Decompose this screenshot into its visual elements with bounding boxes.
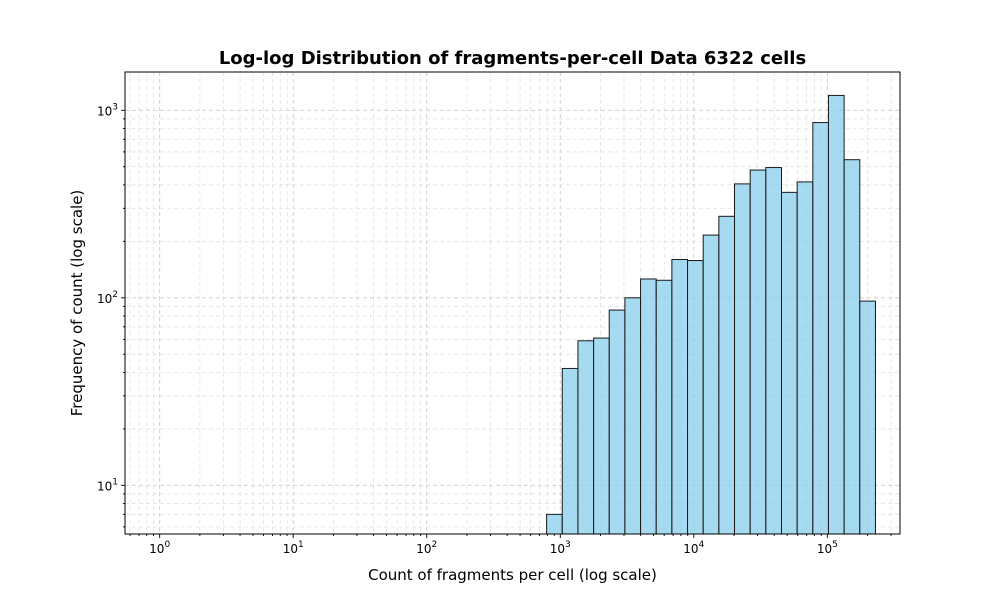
histogram-bar xyxy=(796,181,814,535)
y-tick-label: 101 xyxy=(97,477,118,493)
x-tick-label: 104 xyxy=(683,540,704,556)
histogram-bar xyxy=(749,169,767,535)
plot-frame xyxy=(124,71,901,535)
x-tick-label: 105 xyxy=(817,540,838,556)
histogram-bar xyxy=(577,340,595,535)
x-tick-label: 102 xyxy=(416,540,437,556)
histogram-bar xyxy=(843,159,861,535)
histogram-bar xyxy=(780,191,798,535)
histogram-bar xyxy=(734,183,751,535)
x-tick-label: 103 xyxy=(550,540,571,556)
histogram-bar xyxy=(702,234,720,535)
y-axis-ticks: 101 102 103 xyxy=(97,102,125,528)
y-tick-label: 103 xyxy=(97,102,118,118)
histogram-bar xyxy=(687,260,704,535)
histogram-bar xyxy=(593,337,610,535)
histogram-bar xyxy=(812,122,829,535)
x-axis-ticks: 100 101 102 103 104 105 xyxy=(129,534,892,556)
histogram-bar xyxy=(561,367,579,535)
y-axis-label: Frequency of count (log scale) xyxy=(68,190,86,417)
histogram-bar xyxy=(640,278,657,535)
histogram-bar xyxy=(546,513,563,535)
x-axis-label: Count of fragments per cell (log scale) xyxy=(368,566,657,584)
histogram-bar xyxy=(655,279,673,535)
histogram-bar xyxy=(765,167,782,535)
chart-title: Log-log Distribution of fragments-per-ce… xyxy=(219,48,806,69)
histogram-bar xyxy=(859,300,876,535)
histogram-bar xyxy=(827,94,845,535)
histogram-bar xyxy=(608,309,626,535)
x-tick-label: 100 xyxy=(149,540,170,556)
histogram-bar xyxy=(671,259,689,535)
histogram-bars xyxy=(546,94,876,535)
histogram-bar xyxy=(718,215,736,535)
histogram-bar xyxy=(624,297,642,535)
x-tick-label: 101 xyxy=(283,540,304,556)
y-tick-label: 102 xyxy=(97,290,118,306)
